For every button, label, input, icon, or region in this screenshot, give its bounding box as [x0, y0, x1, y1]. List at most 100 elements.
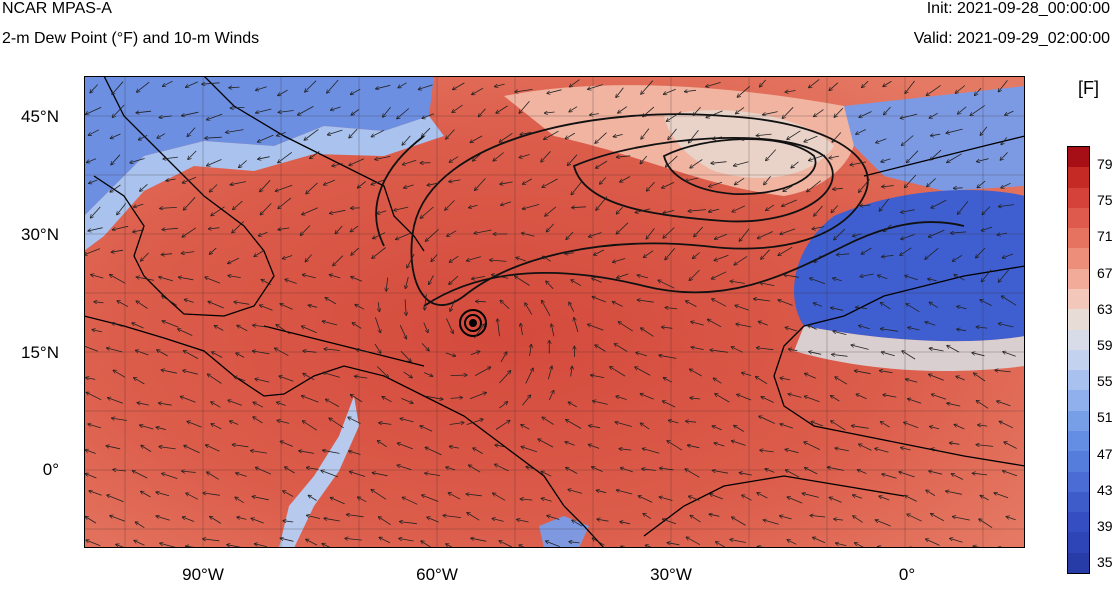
wind-arrow	[186, 81, 198, 87]
wind-arrow	[132, 323, 144, 329]
wind-arrow	[398, 82, 407, 88]
wind-arrow	[712, 271, 727, 279]
wind-arrow	[260, 179, 271, 192]
wind-arrow	[445, 200, 455, 210]
wind-arrow	[999, 421, 1014, 429]
wind-arrow	[400, 419, 414, 423]
wind-arrow	[520, 131, 532, 134]
wind-arrow	[331, 106, 341, 110]
wind-arrow	[568, 490, 583, 494]
wind-arrow	[324, 349, 340, 351]
wind-arrow	[469, 204, 478, 208]
wind-arrow	[90, 84, 98, 93]
wind-arrow	[330, 498, 345, 505]
wind-arrow	[756, 134, 772, 136]
wind-arrow	[117, 203, 127, 214]
wind-arrow	[405, 299, 406, 315]
wind-arrow	[732, 517, 746, 526]
wind-arrow	[862, 80, 869, 87]
wind-arrow	[853, 234, 862, 236]
wind-arrow	[141, 445, 152, 452]
wind-arrow	[186, 493, 199, 500]
wind-arrow	[620, 176, 631, 183]
coastlines	[84, 76, 1025, 548]
wind-arrow	[449, 180, 461, 182]
wind-arrow	[618, 322, 633, 332]
wind-arrow	[422, 495, 439, 502]
wind-arrow	[429, 275, 434, 285]
wind-arrow	[833, 278, 842, 282]
wind-arrow	[379, 517, 391, 526]
wind-arrow	[851, 345, 869, 350]
wind-arrow	[130, 158, 145, 163]
map-frame	[84, 76, 1025, 548]
wind-arrow	[159, 277, 174, 282]
wind-arrow	[285, 467, 295, 474]
wind-arrow	[829, 82, 839, 91]
wind-arrow	[474, 229, 492, 233]
colorbar-segment	[1068, 207, 1089, 229]
wind-arrow	[521, 447, 538, 453]
wind-arrow	[425, 395, 443, 399]
wind-arrow	[399, 325, 406, 339]
wind-arrow	[690, 159, 703, 168]
wind-arrow	[782, 199, 797, 206]
wind-arrow	[211, 424, 222, 430]
wind-arrow	[422, 113, 435, 119]
cool-streak-andes	[279, 396, 359, 548]
wind-arrow	[805, 468, 818, 475]
colorbar-label: 51	[1097, 409, 1113, 426]
wind-arrow	[711, 162, 727, 164]
wind-arrow	[111, 250, 124, 252]
wind-arrow	[351, 109, 359, 116]
wind-arrow	[970, 105, 986, 115]
wind-arrow	[373, 232, 386, 239]
wind-arrow	[1005, 110, 1014, 115]
wind-arrow	[977, 158, 989, 162]
wind-arrow	[905, 80, 915, 94]
wind-arrow	[330, 209, 346, 213]
wind-arrow	[730, 540, 746, 543]
wind-arrow	[187, 421, 202, 428]
wind-arrow	[251, 518, 264, 524]
wind-arrow	[596, 490, 607, 494]
wind-arrow	[261, 280, 271, 285]
wind-arrow	[547, 366, 552, 380]
wind-arrow	[182, 517, 195, 522]
wind-arrow	[378, 441, 388, 448]
wind-arrow	[323, 373, 341, 378]
wind-arrow	[958, 200, 969, 214]
wind-arrow	[141, 252, 149, 261]
wind-arrow	[472, 276, 485, 279]
wind-arrow	[730, 281, 745, 284]
wind-arrow	[94, 302, 104, 303]
wind-arrow	[901, 234, 915, 240]
wind-arrow	[399, 539, 414, 542]
wind-arrow	[525, 303, 533, 315]
wind-arrow	[667, 441, 683, 451]
wind-arrow	[107, 495, 124, 503]
wind-arrow	[394, 206, 409, 210]
wind-arrow	[565, 132, 576, 139]
wind-arrow	[473, 324, 484, 339]
wind-arrow	[588, 84, 603, 90]
wind-arrow	[162, 321, 179, 328]
wind-arrow	[667, 111, 682, 122]
wind-arrow	[305, 254, 312, 262]
wind-arrow	[574, 318, 579, 333]
colorbar-segment	[1068, 532, 1089, 554]
wind-arrow	[141, 491, 151, 498]
wind-arrow	[734, 426, 745, 432]
wind-arrow	[303, 421, 318, 431]
lat-label-45n: 45°N	[21, 107, 59, 126]
wind-arrow	[236, 353, 245, 358]
wind-arrow	[258, 134, 274, 142]
wind-arrow	[111, 154, 121, 165]
wind-arrow	[731, 347, 743, 353]
wind-arrow	[1001, 137, 1008, 144]
wind-arrow	[929, 374, 944, 381]
wind-arrow	[759, 416, 775, 424]
wind-arrow	[859, 179, 870, 192]
wind-arrow	[905, 496, 917, 502]
wind-arrow	[760, 283, 775, 286]
